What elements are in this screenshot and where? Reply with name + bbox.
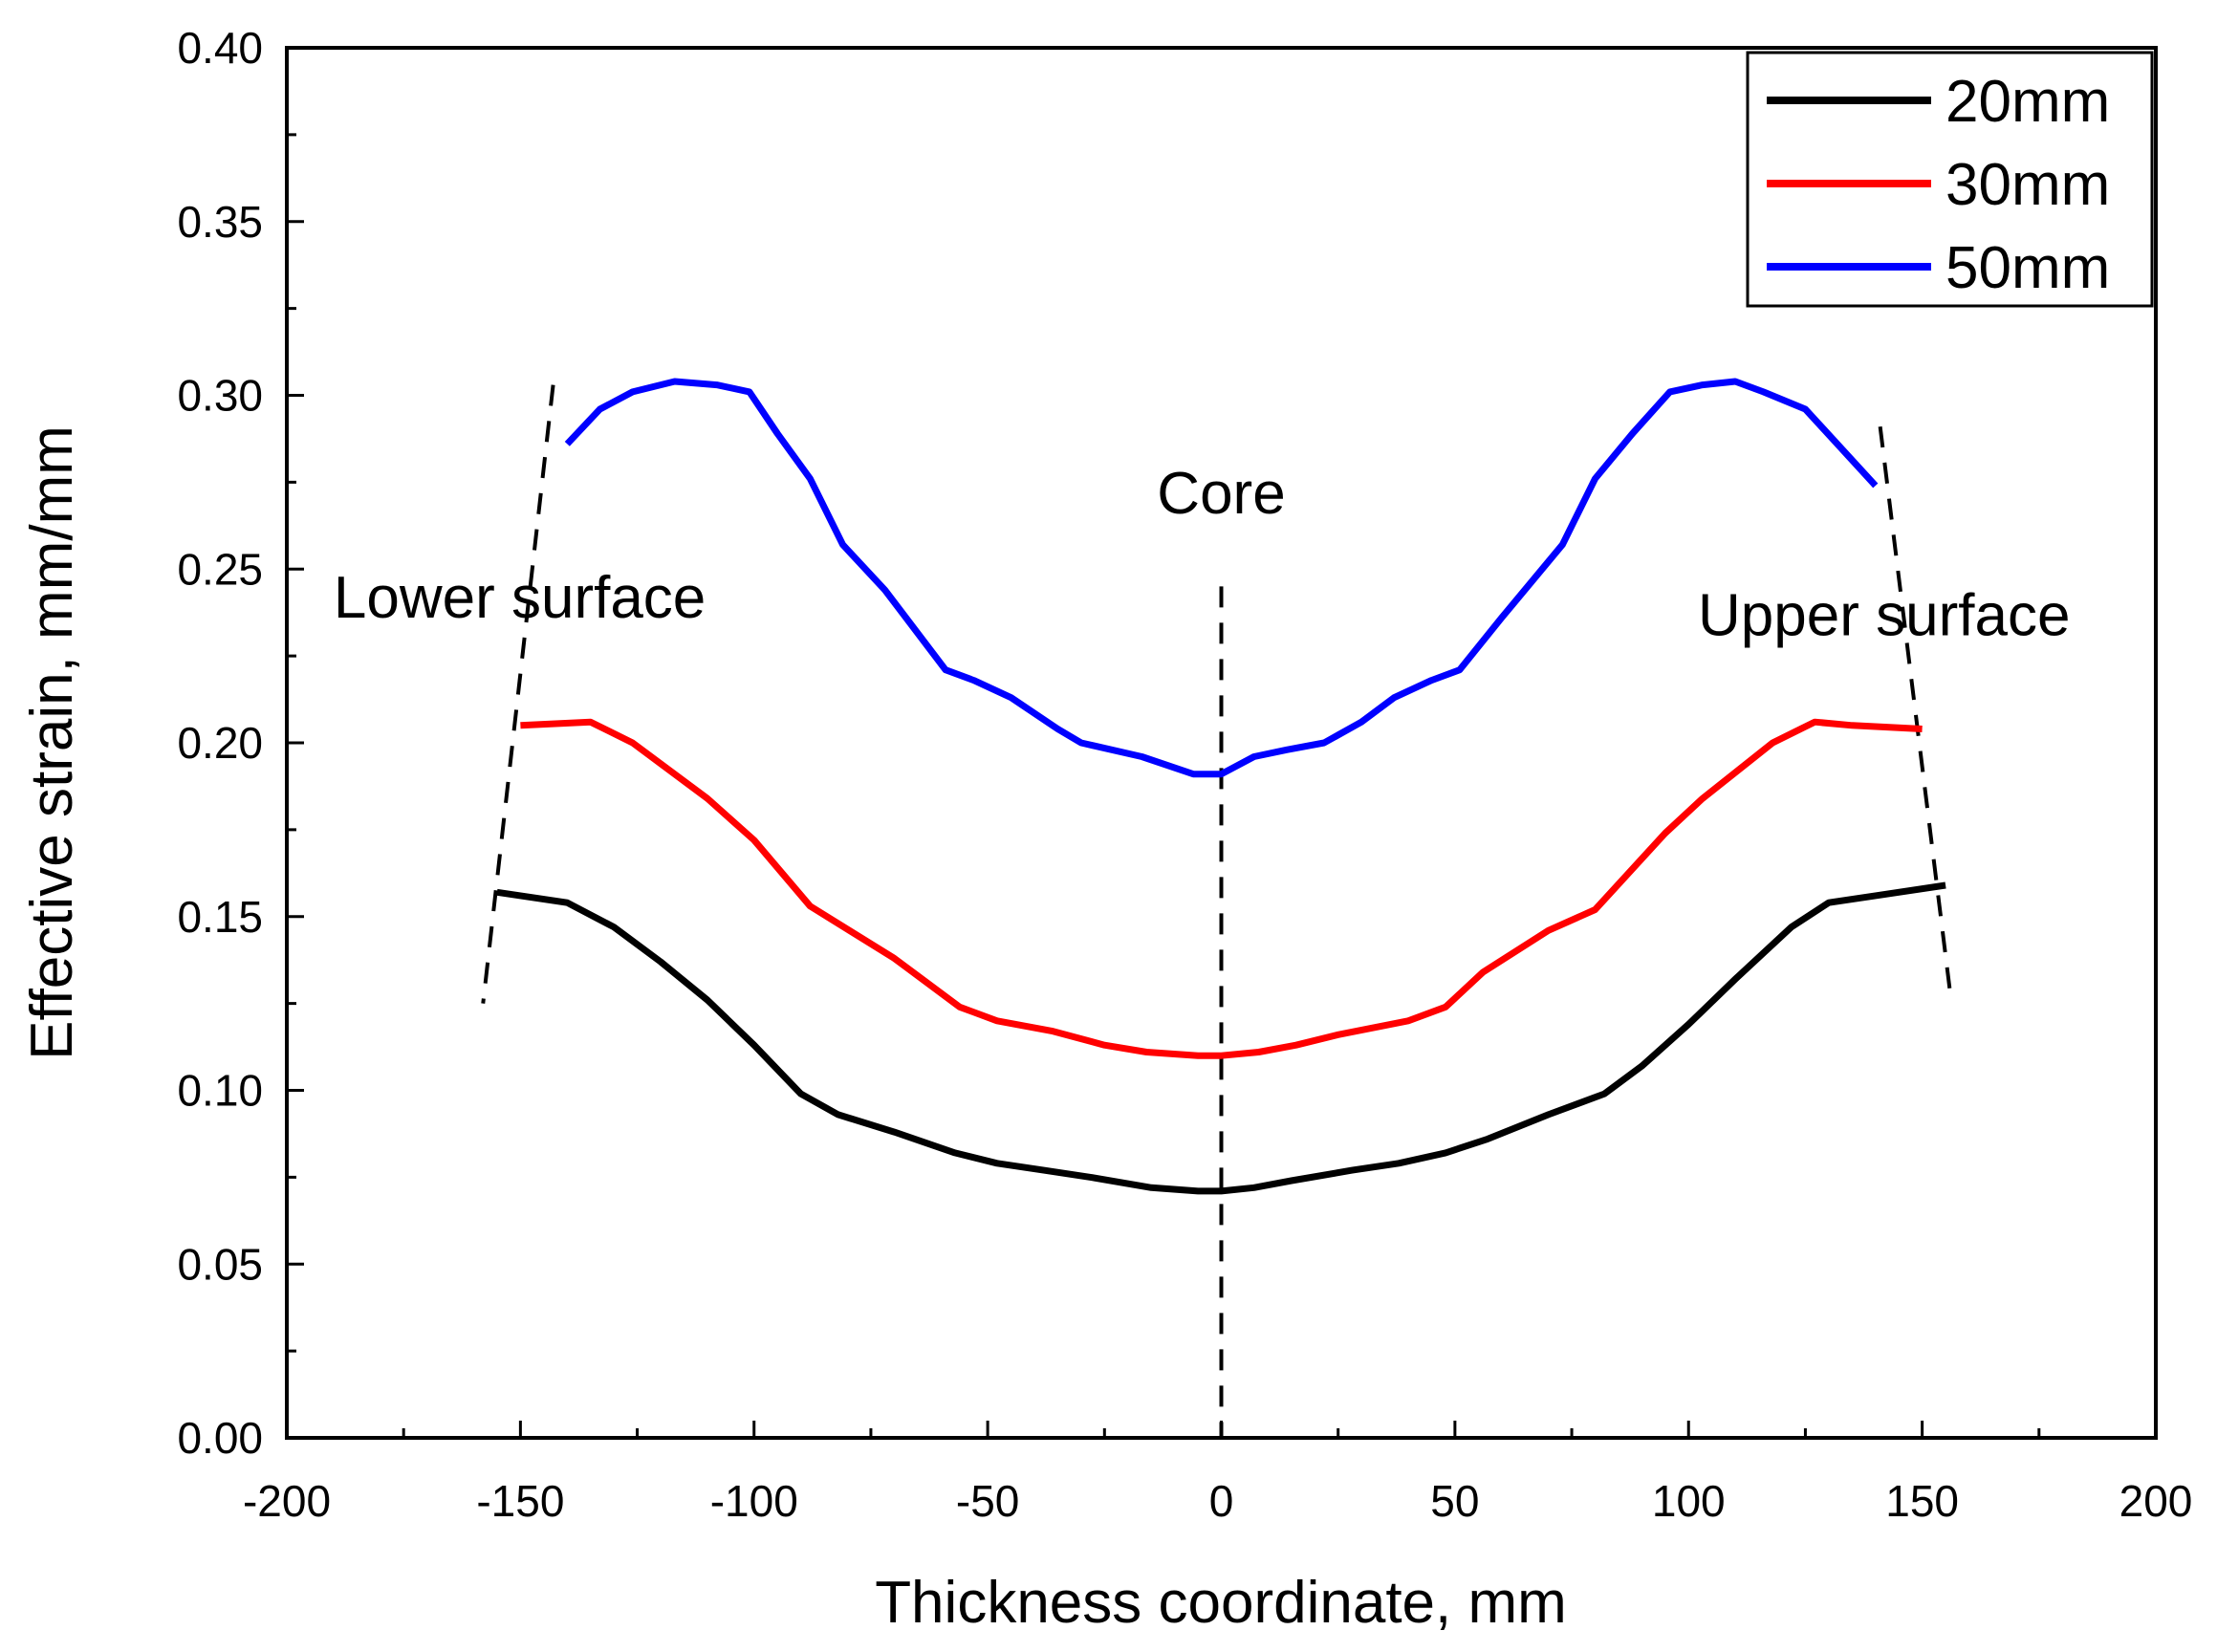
y-tick-label: 0.10	[177, 1066, 263, 1116]
upper-surface-line	[1878, 425, 1952, 993]
y-tick-label: 0.35	[177, 197, 263, 247]
legend-label-50mm: 50mm	[1945, 235, 2110, 301]
x-axis: -200 -150 -100 -50 0 50 100 150 200	[243, 1421, 2192, 1526]
lower-surface-line	[481, 384, 555, 1004]
y-tick-label: 0.40	[177, 23, 263, 73]
x-tick-label: -100	[710, 1476, 798, 1526]
series-line-50mm	[564, 378, 1879, 778]
y-tick-label: 0.05	[177, 1239, 263, 1289]
x-tick-label: 50	[1430, 1476, 1479, 1526]
y-tick-label: 0.30	[177, 371, 263, 421]
x-tick-label: 150	[1885, 1476, 1959, 1526]
x-tick-label: 200	[2119, 1476, 2193, 1526]
y-tick-label: 0.15	[177, 892, 263, 942]
legend-label-20mm: 20mm	[1945, 69, 2110, 135]
y-tick-label: 0.20	[177, 718, 263, 768]
legend: 20mm 30mm 50mm	[1746, 51, 2154, 308]
x-tick-label: 0	[1209, 1476, 1234, 1526]
series-line-30mm	[520, 718, 1923, 1059]
series-lines	[496, 378, 1946, 1195]
x-tick-label: -200	[243, 1476, 331, 1526]
x-axis-title: Thickness coordinate, mm	[875, 1570, 1567, 1636]
reference-lines	[481, 384, 1952, 1438]
legend-label-30mm: 30mm	[1945, 152, 2110, 218]
y-axis: 0.00 0.05 0.10 0.15 0.20 0.25 0.30 0.35 0.40	[177, 23, 304, 1463]
y-tick-label: 0.25	[177, 544, 263, 594]
annotation-upper: Upper surface	[1698, 582, 2070, 648]
x-tick-label: -150	[476, 1476, 564, 1526]
y-tick-label: 0.00	[177, 1413, 263, 1463]
x-tick-label: 100	[1652, 1476, 1726, 1526]
x-tick-label: -50	[956, 1476, 1019, 1526]
series-line-20mm	[496, 881, 1946, 1195]
y-axis-title: Effective strain, mm/mm	[19, 425, 85, 1060]
annotation-lower: Lower surface	[334, 565, 706, 631]
annotations: Core Lower surface Upper surface	[334, 461, 2071, 648]
annotation-core: Core	[1157, 461, 1285, 527]
